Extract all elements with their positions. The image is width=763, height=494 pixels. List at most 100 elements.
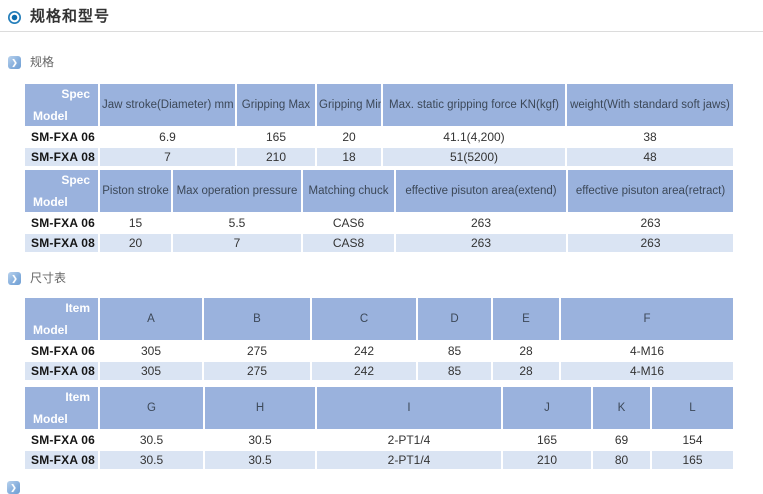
data-cell: 165 [503,431,591,449]
data-cell: 38 [567,128,733,146]
data-cell: 4-M16 [561,342,733,360]
data-cell: 48 [567,148,733,166]
column-header: H [205,387,315,429]
corner-bottom-label: Model [33,323,68,337]
section-label-spec: 规格 [30,55,55,69]
section-arrow-icon: ❯ [8,55,21,69]
data-cell: 263 [396,234,566,252]
table-header-row: Item Model G H I J K L [25,387,733,429]
table-row: SM-FXA 08 30.5 30.5 2-PT1/4 210 80 165 [25,451,733,469]
corner-top-label: Spec [61,173,90,187]
table-header-row: Spec Model Jaw stroke(Diameter) mm Gripp… [25,84,733,126]
table-row: SM-FXA 06 305 275 242 85 28 4-M16 [25,342,733,360]
spec-table-1: Spec Model Jaw stroke(Diameter) mm Gripp… [23,82,735,168]
data-cell: 30.5 [100,451,203,469]
data-cell: 165 [237,128,315,146]
model-cell: SM-FXA 06 [25,431,98,449]
table-row: SM-FXA 06 30.5 30.5 2-PT1/4 165 69 154 [25,431,733,449]
column-header: E [493,298,559,340]
data-cell: 165 [652,451,733,469]
column-header: G [100,387,203,429]
column-header: effective pisuton area(retract) [568,170,733,212]
corner-bottom-label: Model [33,109,68,123]
data-cell: 275 [204,342,310,360]
column-header: Gripping Min [317,84,381,126]
data-cell: 20 [317,128,381,146]
model-cell: SM-FXA 06 [25,214,98,232]
model-cell: SM-FXA 06 [25,128,98,146]
data-cell: 41.1(4,200) [383,128,565,146]
data-cell: 305 [100,342,202,360]
corner-header-cell: Item Model [25,387,98,429]
data-cell: 15 [100,214,171,232]
data-cell: 51(5200) [383,148,565,166]
column-header: Max operation pressure [173,170,301,212]
data-cell: 6.9 [100,128,235,146]
data-cell: CAS6 [303,214,394,232]
data-cell: 210 [237,148,315,166]
data-cell: 7 [173,234,301,252]
data-cell: 69 [593,431,650,449]
dimension-table-2: Item Model G H I J K L SM-FXA 06 30.5 30… [23,385,735,471]
data-cell: CAS8 [303,234,394,252]
data-cell: 28 [493,362,559,380]
column-header: A [100,298,202,340]
column-header: Piston stroke [100,170,171,212]
column-header: J [503,387,591,429]
column-header: F [561,298,733,340]
data-cell: 275 [204,362,310,380]
data-cell: 7 [100,148,235,166]
section-header-dimensions: ❯ 尺寸表 [8,270,763,286]
data-cell: 263 [396,214,566,232]
data-cell: 154 [652,431,733,449]
data-cell: 20 [100,234,171,252]
section-arrow-icon: ❯ [8,271,21,285]
dimension-table-1: Item Model A B C D E F SM-FXA 06 305 275… [23,296,735,382]
column-header: weight(With standard soft jaws) [567,84,733,126]
data-cell: 85 [418,362,491,380]
corner-bottom-label: Model [33,195,68,209]
section-label-dimensions: 尺寸表 [30,271,67,285]
column-header: Gripping Max [237,84,315,126]
table-row: SM-FXA 08 305 275 242 85 28 4-M16 [25,362,733,380]
data-cell: 5.5 [173,214,301,232]
column-header: D [418,298,491,340]
corner-wrap: Spec Model [33,173,90,209]
page-title: 规格和型号 [30,8,111,25]
table-row: SM-FXA 08 20 7 CAS8 263 263 [25,234,733,252]
data-cell: 18 [317,148,381,166]
table-header-row: Spec Model Piston stroke Max operation p… [25,170,733,212]
model-cell: SM-FXA 08 [25,148,98,166]
table-header-row: Item Model A B C D E F [25,298,733,340]
data-cell: 4-M16 [561,362,733,380]
data-cell: 30.5 [205,431,315,449]
model-cell: SM-FXA 08 [25,362,98,380]
column-header: effective pisuton area(extend) [396,170,566,212]
column-header: C [312,298,416,340]
corner-wrap: Item Model [33,390,90,426]
column-header: K [593,387,650,429]
column-header: Max. static gripping force KN(kgf) [383,84,565,126]
spec-table-2: Spec Model Piston stroke Max operation p… [23,168,735,254]
data-cell: 30.5 [100,431,203,449]
data-cell: 85 [418,342,491,360]
column-header: L [652,387,733,429]
data-cell: 242 [312,342,416,360]
bullet-icon [8,10,21,24]
data-cell: 30.5 [205,451,315,469]
corner-wrap: Spec Model [33,87,90,123]
section-header-spec: ❯ 规格 [8,54,763,70]
corner-wrap: Item Model [33,301,90,337]
model-cell: SM-FXA 08 [25,451,98,469]
model-cell: SM-FXA 06 [25,342,98,360]
data-cell: 28 [493,342,559,360]
table-row: SM-FXA 06 15 5.5 CAS6 263 263 [25,214,733,232]
corner-top-label: Item [65,301,90,315]
column-header: I [317,387,501,429]
corner-header-cell: Item Model [25,298,98,340]
data-cell: 242 [312,362,416,380]
data-cell: 263 [568,234,733,252]
table-row: SM-FXA 08 7 210 18 51(5200) 48 [25,148,733,166]
data-cell: 305 [100,362,202,380]
corner-header-cell: Spec Model [25,84,98,126]
